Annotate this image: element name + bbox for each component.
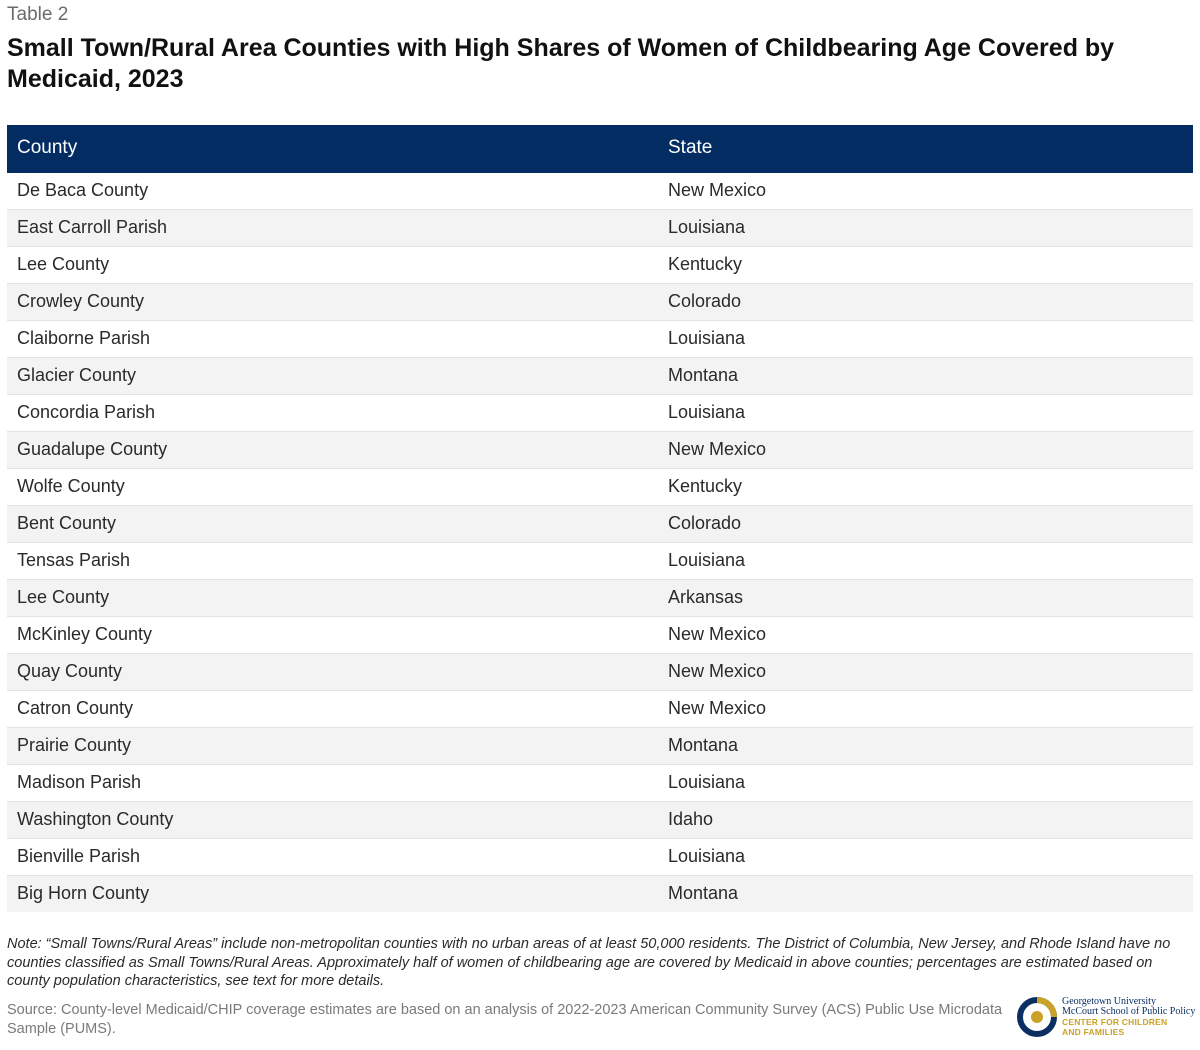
county-cell: Guadalupe County	[17, 439, 168, 459]
table-row: Wolfe County Kentucky	[7, 468, 1193, 505]
table-row: Tensas Parish Louisiana	[7, 542, 1193, 579]
county-cell: Wolfe County	[17, 476, 125, 496]
county-cell: Catron County	[17, 698, 134, 718]
table-row: Claiborne Parish Louisiana	[7, 320, 1193, 357]
county-cell: Claiborne Parish	[17, 328, 151, 348]
county-cell: McKinley County	[17, 624, 153, 644]
county-cell: Concordia Parish	[17, 402, 156, 422]
state-cell: Montana	[668, 735, 739, 755]
state-cell: New Mexico	[668, 180, 767, 201]
table-source: Source: County-level Medicaid/CHIP cover…	[7, 1002, 1003, 1037]
logo-line-1: Georgetown University	[1062, 996, 1156, 1007]
table-row: Bent County Colorado	[7, 505, 1193, 542]
state-cell: New Mexico	[668, 698, 767, 718]
state-cell: Louisiana	[668, 402, 746, 422]
column-header-state: State	[668, 137, 713, 158]
county-cell: East Carroll Parish	[17, 217, 168, 237]
table-body: De Baca County New Mexico East Carroll Par…	[7, 172, 1193, 912]
table-row: Catron County New Mexico	[7, 690, 1193, 727]
logo-line-4: AND FAMILIES	[1062, 1027, 1125, 1037]
county-cell: Quay County	[17, 661, 123, 681]
state-cell: Louisiana	[668, 328, 746, 348]
state-cell: Louisiana	[668, 772, 746, 792]
logo-line-2: McCourt School of Public Policy	[1062, 1006, 1196, 1017]
state-cell: Colorado	[668, 291, 742, 311]
table-row: Quay County New Mexico	[7, 653, 1193, 690]
county-cell: Lee County	[17, 587, 110, 607]
table-row: McKinley County New Mexico	[7, 616, 1193, 653]
table-row: Guadalupe County New Mexico	[7, 431, 1193, 468]
county-cell: Madison Parish	[17, 772, 142, 792]
state-cell: New Mexico	[668, 624, 767, 644]
table-row: Lee County Kentucky	[7, 246, 1193, 283]
table-row: Lee County Arkansas	[7, 579, 1193, 616]
table-row: Big Horn County Montana	[7, 875, 1193, 912]
county-cell: Glacier County	[17, 365, 137, 385]
county-cell: Washington County	[17, 809, 174, 829]
state-cell: Idaho	[668, 809, 714, 829]
state-cell: Kentucky	[668, 476, 743, 496]
table-header-row: County State	[7, 125, 1193, 172]
table-row: East Carroll Parish Louisiana	[7, 209, 1193, 246]
state-cell: Colorado	[668, 513, 742, 533]
georgetown-logo: Georgetown University McCourt School of …	[1016, 996, 1196, 1042]
state-cell: Kentucky	[668, 254, 743, 274]
state-cell: New Mexico	[668, 439, 767, 459]
table-row: Bienville Parish Louisiana	[7, 838, 1193, 875]
data-table: County State De Baca County New Mexico Eas…	[7, 125, 1193, 912]
state-cell: New Mexico	[668, 661, 767, 681]
county-cell: Bienville Parish	[17, 846, 141, 866]
table-row: Prairie County Montana	[7, 727, 1193, 764]
logo-ring-icon	[1017, 997, 1057, 1037]
state-cell: Arkansas	[668, 587, 744, 607]
state-cell: Louisiana	[668, 550, 746, 570]
column-header-county: County	[17, 137, 78, 158]
table-title: Small Town/Rural Area Counties with High…	[7, 34, 1115, 93]
state-cell: Louisiana	[668, 217, 746, 237]
table-row: Washington County Idaho	[7, 801, 1193, 838]
table-row: Crowley County Colorado	[7, 283, 1193, 320]
county-cell: Tensas Parish	[17, 550, 131, 570]
county-cell: Lee County	[17, 254, 110, 274]
table-label: Table 2	[7, 4, 69, 25]
state-cell: Montana	[668, 365, 739, 385]
county-cell: Big Horn County	[17, 883, 150, 904]
logo-line-3: CENTER FOR CHILDREN	[1062, 1017, 1168, 1027]
state-cell: Montana	[668, 883, 739, 904]
county-cell: Prairie County	[17, 735, 132, 755]
table-row: Glacier County Montana	[7, 357, 1193, 394]
table-note: Note: “Small Towns/Rural Areas” include …	[7, 936, 1171, 989]
table-row: Madison Parish Louisiana	[7, 764, 1193, 801]
state-cell: Louisiana	[668, 846, 746, 866]
county-cell: Bent County	[17, 513, 117, 533]
county-cell: Crowley County	[17, 291, 145, 311]
table-row: De Baca County New Mexico	[7, 172, 1193, 209]
table-row: Concordia Parish Louisiana	[7, 394, 1193, 431]
county-cell: De Baca County	[17, 180, 149, 201]
